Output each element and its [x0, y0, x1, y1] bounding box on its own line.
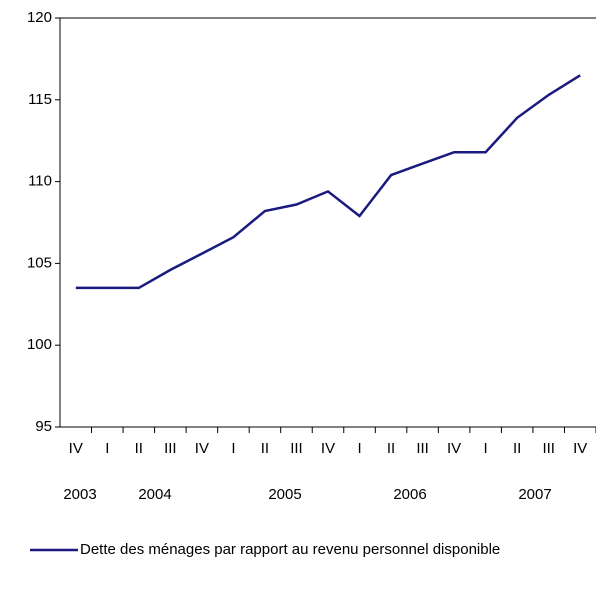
x-tick-label: II: [135, 440, 143, 457]
x-tick-label: III: [290, 440, 303, 457]
x-tick-label: I: [484, 440, 488, 457]
x-tick-label: IV: [573, 440, 587, 457]
year-label: 2004: [138, 486, 171, 503]
year-label: 2003: [63, 486, 96, 503]
x-tick-label: I: [105, 440, 109, 457]
x-tick-label: II: [387, 440, 395, 457]
year-label: 2006: [393, 486, 426, 503]
y-tick-label: 105: [27, 254, 52, 271]
x-tick-label: IV: [195, 440, 209, 457]
x-tick-label: III: [164, 440, 177, 457]
year-label: 2005: [268, 486, 301, 503]
x-tick-label: IV: [447, 440, 461, 457]
x-tick-label: I: [231, 440, 235, 457]
y-tick-label: 95: [35, 418, 52, 435]
year-label: 2007: [518, 486, 551, 503]
line: [75, 74, 581, 290]
x-tick-label: I: [357, 440, 361, 457]
y-tick-label: 100: [27, 336, 52, 353]
x-tick-label: III: [416, 440, 429, 457]
x-tick-label: IV: [69, 440, 83, 457]
y-tick-label: 110: [28, 173, 52, 190]
y-tick-label: 115: [28, 91, 52, 108]
x-tick-label: IV: [321, 440, 335, 457]
x-tick-label: III: [542, 440, 555, 457]
y-tick-label: 120: [27, 9, 52, 26]
x-tick-label: II: [513, 440, 521, 457]
legend-label: Dette des ménages par rapport au revenu …: [80, 541, 501, 558]
x-tick-label: II: [261, 440, 269, 457]
